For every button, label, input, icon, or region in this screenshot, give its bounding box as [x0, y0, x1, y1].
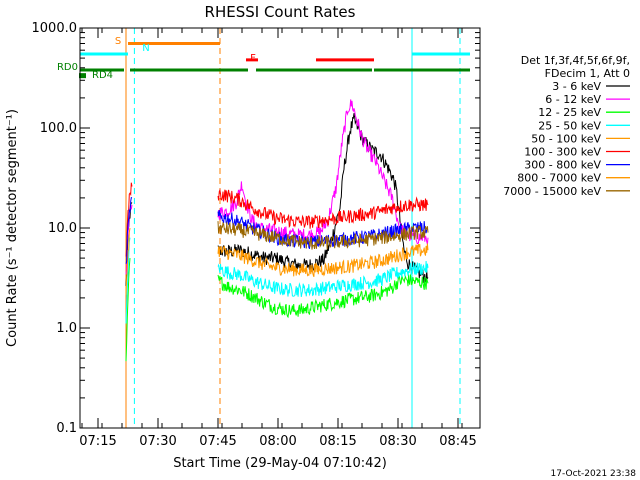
legend-label: 100 - 300 keV [524, 146, 601, 159]
legend-label: 3 - 6 keV [552, 80, 601, 93]
state-label-s: S [115, 36, 121, 47]
legend-label: 7000 - 15000 keV [503, 185, 601, 198]
legend-label: 25 - 50 keV [538, 119, 601, 132]
chart-title: RHESSI Count Rates [205, 3, 356, 21]
legend-label: 800 - 7000 keV [517, 172, 601, 185]
y-tick-label: 10.0 [48, 221, 77, 236]
x-tick-label: 07:45 [199, 434, 236, 449]
series-line-3-1 [217, 260, 429, 297]
legend-label: 6 - 12 keV [545, 93, 601, 106]
rd4-marker [79, 73, 86, 79]
x-tick-label: 07:15 [79, 434, 116, 449]
series-line-0-1 [217, 113, 429, 283]
y-axis: 0.1 1.0 10.0 100.0 1000.0 [32, 21, 480, 436]
x-tick-label: 08:45 [439, 434, 476, 449]
x-tick-label: 08:00 [259, 434, 296, 449]
legend-header-line: Det 1f,3f,4f,5f,6f,9f, [521, 54, 630, 67]
legend-label: 12 - 25 keV [538, 106, 601, 119]
series-line-2-0 [125, 258, 131, 362]
series-line-8-0 [217, 221, 429, 250]
series-line-4-0 [125, 227, 131, 296]
x-tick-label: 07:30 [139, 434, 176, 449]
x-axis-label: Start Time (29-May-04 07:10:42) [173, 456, 387, 471]
y-tick-label: 100.0 [40, 121, 77, 136]
state-label-n: N [142, 43, 149, 54]
y-tick-label: 0.1 [56, 421, 77, 436]
state-label-rd4: RD4 [92, 70, 113, 81]
footer-date: 17-Oct-2021 23:38 [551, 469, 637, 479]
legend-label: 50 - 100 keV [531, 132, 601, 145]
state-bars: S N F RD0 RD4 [57, 36, 470, 81]
y-axis-label: Count Rate (s⁻¹ detector segment⁻¹) [5, 109, 20, 347]
legend-label: 300 - 800 keV [524, 159, 601, 172]
series-layer [125, 99, 429, 362]
series-line-6-0 [125, 196, 133, 264]
series-line-5-1 [217, 188, 429, 229]
state-label-f: F [250, 53, 256, 64]
series-line-4-1 [217, 243, 429, 277]
legend: Det 1f,3f,4f,5f,6f,9f,FDecim 1, Att 03 -… [503, 54, 630, 198]
y-tick-label: 1.0 [56, 321, 77, 336]
x-tick-label: 08:15 [319, 434, 356, 449]
state-label-rd0: RD0 [57, 62, 78, 73]
y-tick-label: 1000.0 [32, 21, 78, 36]
series-line-2-1 [217, 274, 429, 319]
legend-header-line: FDecim 1, Att 0 [545, 67, 630, 80]
x-tick-label: 08:30 [379, 434, 416, 449]
x-axis: 07:15 07:30 07:45 08:00 08:15 08:30 08:45 [79, 28, 477, 449]
